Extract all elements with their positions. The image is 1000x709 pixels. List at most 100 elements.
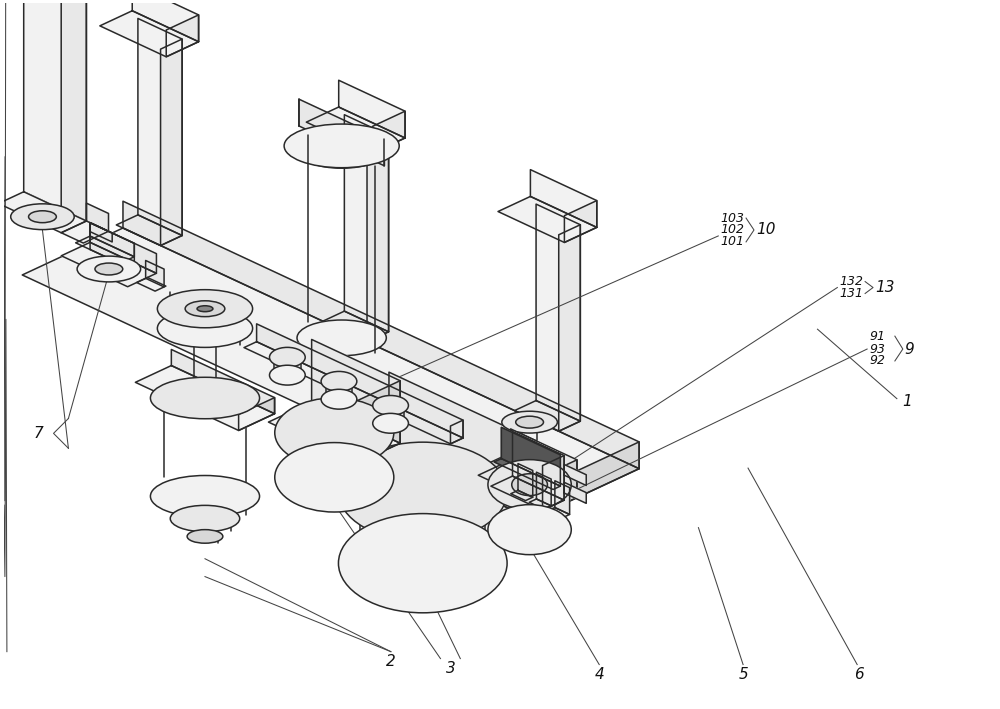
- Ellipse shape: [338, 513, 507, 613]
- Ellipse shape: [516, 416, 543, 428]
- Polygon shape: [61, 221, 109, 243]
- Ellipse shape: [157, 290, 253, 328]
- Polygon shape: [518, 464, 533, 497]
- Ellipse shape: [95, 263, 123, 275]
- Text: 13: 13: [875, 280, 895, 295]
- Polygon shape: [339, 80, 405, 138]
- Polygon shape: [22, 228, 639, 515]
- Polygon shape: [511, 491, 533, 501]
- Ellipse shape: [150, 377, 260, 419]
- Polygon shape: [494, 459, 560, 489]
- Polygon shape: [24, 0, 86, 221]
- Text: 91: 91: [869, 330, 885, 342]
- Polygon shape: [478, 460, 577, 506]
- Polygon shape: [86, 203, 109, 231]
- Polygon shape: [543, 455, 564, 510]
- Polygon shape: [530, 169, 597, 228]
- Ellipse shape: [284, 124, 399, 168]
- Polygon shape: [357, 381, 400, 464]
- Polygon shape: [389, 372, 536, 521]
- Polygon shape: [536, 472, 551, 506]
- Text: 1: 1: [902, 394, 912, 409]
- Polygon shape: [529, 499, 551, 509]
- Ellipse shape: [77, 256, 141, 282]
- Polygon shape: [100, 11, 199, 57]
- Ellipse shape: [187, 530, 223, 543]
- Ellipse shape: [373, 413, 408, 433]
- Polygon shape: [90, 223, 134, 270]
- Polygon shape: [90, 223, 112, 242]
- Ellipse shape: [29, 211, 56, 223]
- Polygon shape: [559, 225, 580, 431]
- Ellipse shape: [512, 474, 547, 496]
- Polygon shape: [344, 115, 389, 332]
- Polygon shape: [450, 420, 463, 444]
- Polygon shape: [312, 340, 400, 443]
- Polygon shape: [239, 398, 275, 430]
- Polygon shape: [367, 135, 389, 342]
- Ellipse shape: [150, 476, 260, 517]
- Polygon shape: [511, 429, 577, 491]
- Polygon shape: [323, 311, 389, 342]
- Polygon shape: [306, 107, 405, 153]
- Text: 5: 5: [738, 667, 748, 682]
- Ellipse shape: [297, 133, 386, 168]
- Polygon shape: [171, 350, 275, 413]
- Text: 2: 2: [386, 654, 396, 669]
- Polygon shape: [76, 236, 134, 264]
- Polygon shape: [61, 242, 156, 286]
- Polygon shape: [545, 460, 577, 506]
- Polygon shape: [498, 196, 597, 242]
- Text: 4: 4: [594, 667, 604, 682]
- Ellipse shape: [488, 459, 571, 510]
- Polygon shape: [0, 191, 86, 233]
- Text: 93: 93: [869, 342, 885, 355]
- Ellipse shape: [338, 442, 507, 542]
- Polygon shape: [373, 111, 405, 153]
- Polygon shape: [564, 482, 586, 503]
- Text: 101: 101: [720, 235, 744, 248]
- Ellipse shape: [275, 398, 394, 467]
- Polygon shape: [548, 508, 570, 518]
- Polygon shape: [161, 39, 182, 245]
- Polygon shape: [137, 277, 166, 291]
- Text: 7: 7: [34, 426, 44, 441]
- Polygon shape: [135, 366, 275, 430]
- Ellipse shape: [373, 396, 408, 415]
- Ellipse shape: [275, 442, 394, 512]
- Ellipse shape: [170, 506, 240, 532]
- Polygon shape: [166, 15, 199, 57]
- Text: 6: 6: [854, 667, 864, 682]
- Ellipse shape: [269, 365, 305, 385]
- Polygon shape: [138, 18, 182, 235]
- Polygon shape: [331, 452, 536, 548]
- Polygon shape: [538, 442, 639, 515]
- Polygon shape: [564, 201, 597, 242]
- Polygon shape: [564, 464, 586, 486]
- Polygon shape: [132, 0, 199, 42]
- Ellipse shape: [502, 411, 557, 433]
- Polygon shape: [146, 260, 164, 287]
- Text: 10: 10: [756, 223, 775, 238]
- Ellipse shape: [297, 320, 386, 356]
- Ellipse shape: [321, 372, 357, 391]
- Ellipse shape: [197, 306, 213, 312]
- Ellipse shape: [11, 203, 74, 230]
- Text: 131: 131: [839, 287, 863, 300]
- Text: 103: 103: [720, 211, 744, 225]
- Ellipse shape: [488, 505, 571, 554]
- Polygon shape: [123, 201, 639, 469]
- Polygon shape: [90, 223, 156, 273]
- Polygon shape: [479, 441, 536, 548]
- Polygon shape: [513, 432, 564, 500]
- Polygon shape: [536, 204, 580, 421]
- Text: 3: 3: [446, 661, 455, 676]
- Polygon shape: [90, 223, 134, 257]
- Ellipse shape: [185, 301, 225, 317]
- Ellipse shape: [321, 389, 357, 409]
- Text: 92: 92: [869, 354, 885, 367]
- Ellipse shape: [269, 347, 305, 367]
- Polygon shape: [501, 428, 560, 486]
- Polygon shape: [61, 0, 86, 233]
- Text: 102: 102: [720, 223, 744, 237]
